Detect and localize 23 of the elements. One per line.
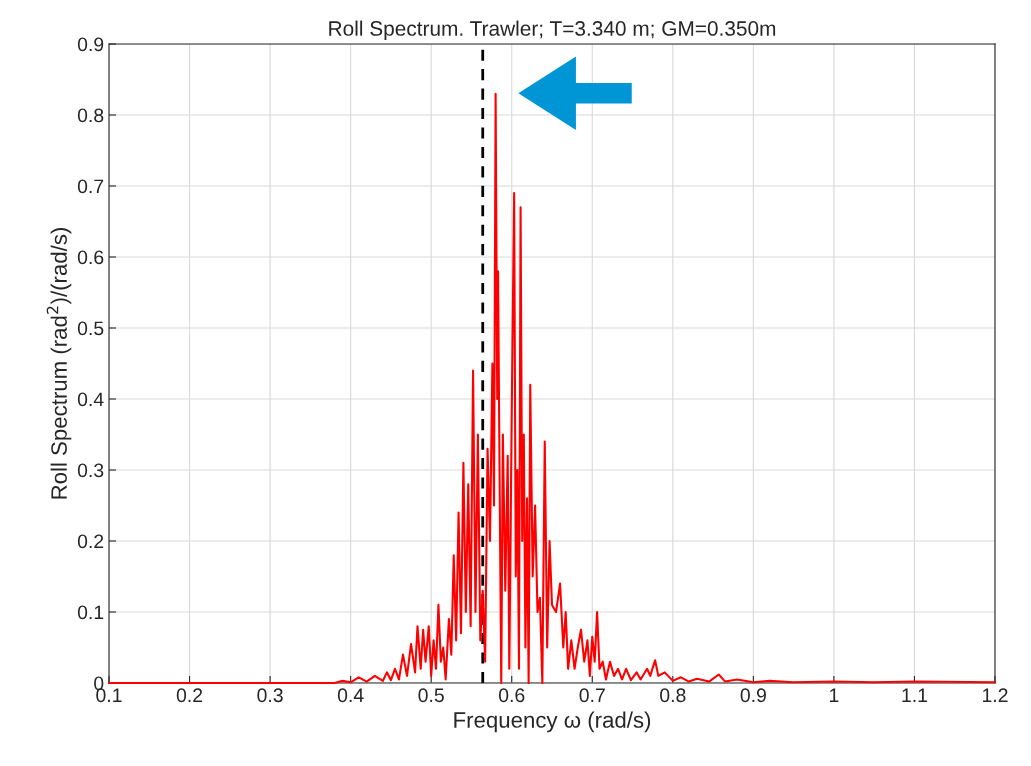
x-tick-label: 1.2 [982,688,1008,702]
y-tick-label: 0.6 [77,250,104,265]
chart-title: Roll Spectrum. Trawler; T=3.340 m; GM=0.350m [329,20,776,40]
y-tick-label: 0.1 [77,605,104,620]
x-tick-label: 0.7 [579,688,605,703]
y-axis-title: Roll Spectrum (rad$^{2}$)/(rad/s) [46,228,72,499]
y-tick-label: 0.5 [77,321,104,336]
y-tick-label: 0.8 [77,108,104,123]
x-tick-label: 1 [829,688,839,702]
x-tick-label: 0.6 [498,688,525,703]
x-tick-label: 0.9 [740,688,766,703]
x-tick-label: 1.1 [902,688,928,702]
y-tick-label: 0.2 [77,534,104,549]
x-axis-title: Frequency ω (rad/s) [454,711,651,733]
x-tick-label: 0.4 [337,688,364,703]
x-tick-label: 0.3 [257,688,283,703]
x-tick-label: 0.5 [418,688,444,703]
y-tick-label: 0.9 [77,37,104,52]
x-tick-label: 0.8 [660,688,686,703]
y-tick-label: 0.3 [77,463,104,478]
x-tick-label: 0.2 [176,688,203,703]
y-tick-label: 0.4 [77,392,104,407]
y-tick-label: 0.7 [77,179,104,194]
